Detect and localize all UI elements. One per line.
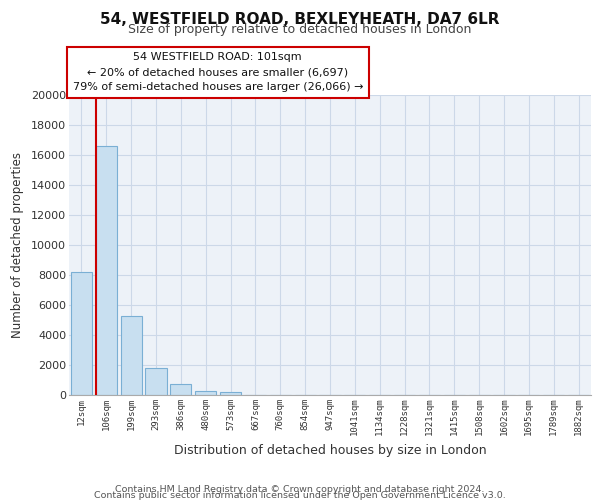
Bar bbox=[220, 392, 241, 395]
Y-axis label: Number of detached properties: Number of detached properties bbox=[11, 152, 24, 338]
Text: 54 WESTFIELD ROAD: 101sqm
← 20% of detached houses are smaller (6,697)
79% of se: 54 WESTFIELD ROAD: 101sqm ← 20% of detac… bbox=[73, 52, 363, 92]
Text: Contains public sector information licensed under the Open Government Licence v3: Contains public sector information licen… bbox=[94, 491, 506, 500]
X-axis label: Distribution of detached houses by size in London: Distribution of detached houses by size … bbox=[173, 444, 487, 456]
Text: Contains HM Land Registry data © Crown copyright and database right 2024.: Contains HM Land Registry data © Crown c… bbox=[115, 484, 485, 494]
Text: Size of property relative to detached houses in London: Size of property relative to detached ho… bbox=[128, 24, 472, 36]
Bar bbox=[170, 384, 191, 395]
Bar bbox=[71, 272, 92, 395]
Bar bbox=[195, 390, 216, 395]
Text: 54, WESTFIELD ROAD, BEXLEYHEATH, DA7 6LR: 54, WESTFIELD ROAD, BEXLEYHEATH, DA7 6LR bbox=[100, 12, 500, 28]
Bar bbox=[121, 316, 142, 395]
Bar bbox=[96, 146, 117, 395]
Bar bbox=[145, 368, 167, 395]
